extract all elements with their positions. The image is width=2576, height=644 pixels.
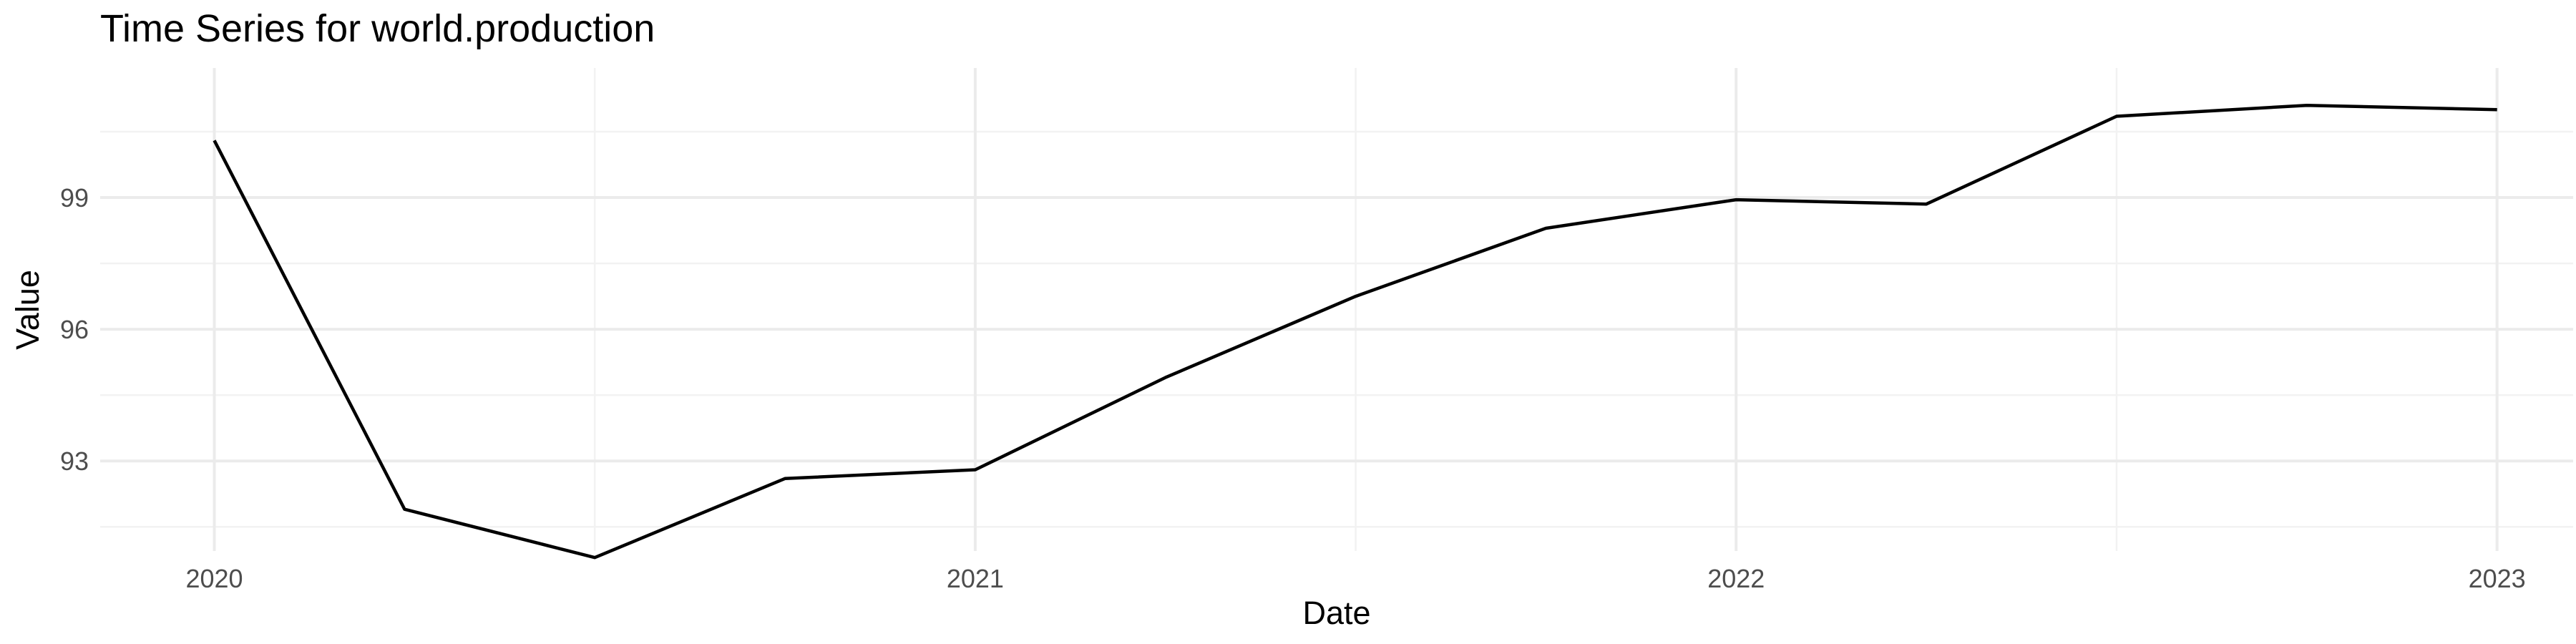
x-axis-title: Date xyxy=(1302,595,1370,631)
major-gridlines xyxy=(100,68,2573,551)
chart-title: Time Series for world.production xyxy=(100,7,655,50)
minor-gridlines xyxy=(100,68,2573,551)
y-tick-label: 99 xyxy=(60,183,89,213)
y-axis-title: Value xyxy=(9,270,46,350)
x-tick-label: 2022 xyxy=(1707,564,1765,593)
y-tick-label: 93 xyxy=(60,447,89,476)
y-tick-labels: 93 96 99 xyxy=(60,183,89,476)
series-layer xyxy=(213,103,2497,560)
y-tick-label: 96 xyxy=(60,315,89,344)
series-line xyxy=(213,103,2497,560)
x-tick-labels: 2020 2021 2022 2023 xyxy=(185,564,2525,593)
x-tick-label: 2020 xyxy=(185,564,243,593)
x-tick-label: 2021 xyxy=(947,564,1004,593)
x-tick-label: 2023 xyxy=(2469,564,2526,593)
